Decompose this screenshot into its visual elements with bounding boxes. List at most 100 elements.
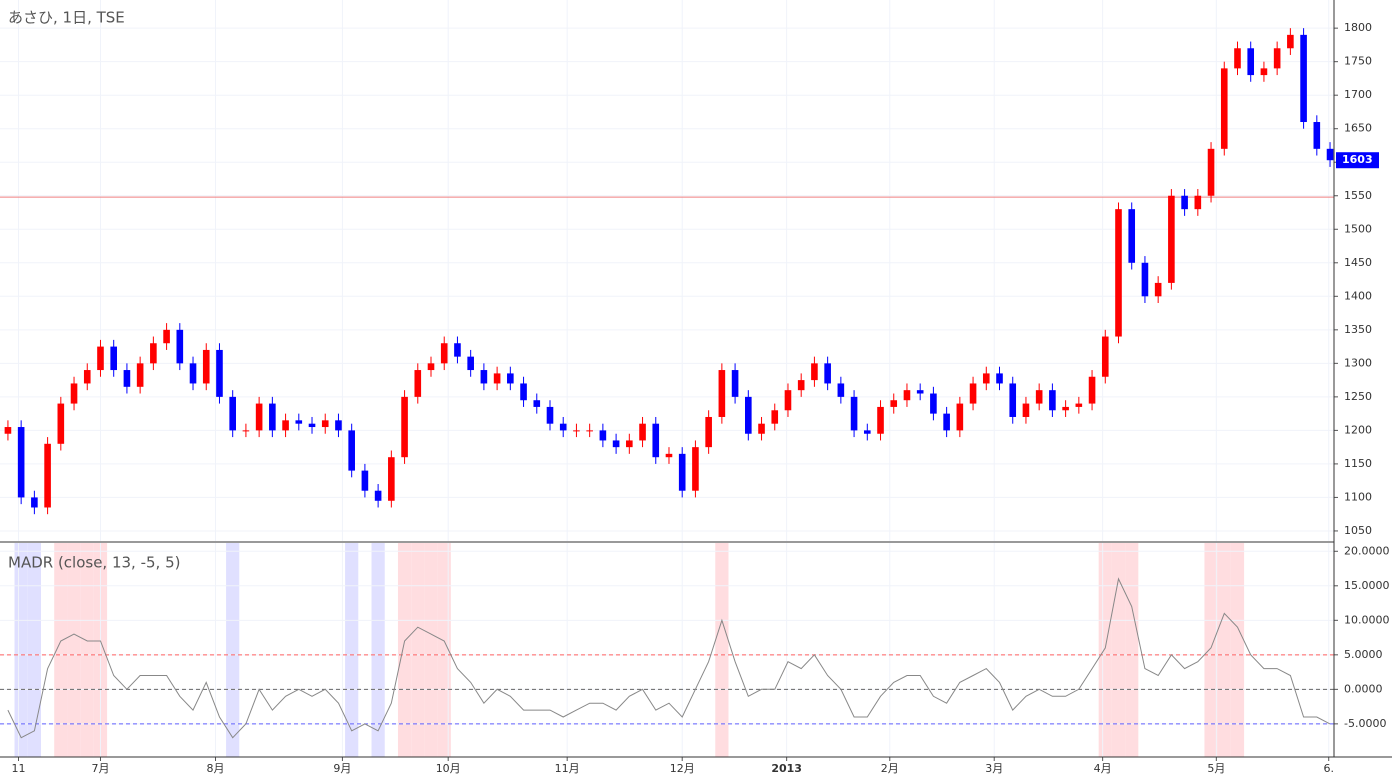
candle-body [573, 430, 580, 432]
candle-body [665, 453, 673, 458]
candle-body [639, 423, 646, 441]
candle-body [559, 423, 567, 431]
candle-body [308, 423, 316, 428]
y-tick-label: 1650 [1344, 122, 1372, 135]
candle-body [877, 406, 884, 434]
candle-body [507, 373, 514, 384]
y-tick-label: 1350 [1344, 323, 1372, 336]
candle-body [123, 370, 131, 387]
candle-body [1326, 148, 1334, 161]
y-tick-label: 1200 [1344, 423, 1372, 436]
candle-body [97, 346, 104, 371]
x-tick-label: 5月 [1207, 762, 1225, 775]
x-tick-label: 2月 [881, 762, 899, 775]
x-tick-label: 6. [1323, 762, 1334, 775]
x-tick-label: 3月 [985, 762, 1003, 775]
candle-body [520, 383, 527, 401]
signal-band [437, 543, 451, 757]
candle-body [1088, 376, 1096, 404]
candle-body [216, 349, 223, 397]
candle-body [652, 423, 660, 458]
y-tick-label: 1500 [1344, 222, 1372, 235]
candle-body [229, 396, 236, 431]
candle-body [916, 390, 924, 394]
signal-band [411, 543, 425, 757]
candle-body [533, 400, 541, 407]
candle-body [17, 427, 25, 498]
signal-band [27, 543, 41, 757]
y-tick-label: 1550 [1344, 189, 1372, 202]
candle-body [31, 497, 38, 508]
candle-body [150, 343, 157, 364]
signal-band [371, 543, 385, 757]
y-tick-label: 1450 [1344, 256, 1372, 269]
x-tick-label: 12月 [670, 762, 695, 775]
y-tick-label: 5.0000 [1344, 648, 1383, 661]
x-tick-label: 11 [12, 762, 26, 775]
candle-body [493, 373, 501, 384]
signal-band [1125, 543, 1139, 757]
signal-band [1217, 543, 1231, 757]
candle-body [930, 393, 937, 414]
candle-body [1287, 34, 1294, 49]
signal-band [424, 543, 438, 757]
candle-body [110, 346, 118, 371]
y-tick-label: 1400 [1344, 289, 1372, 302]
candle-body [943, 413, 950, 431]
candle-body [1141, 262, 1149, 297]
candle-body [1168, 195, 1175, 283]
candle-body [189, 363, 197, 384]
candle-body [1313, 122, 1321, 149]
x-tick-label: 9月 [333, 762, 351, 775]
signal-band [54, 543, 68, 757]
candle-body [70, 383, 78, 404]
candle-body [745, 396, 752, 434]
candle-body [440, 343, 448, 364]
y-tick-label: 20.0000 [1344, 544, 1390, 557]
candle-body [1101, 336, 1109, 377]
signal-band [397, 543, 412, 757]
candle-body [718, 370, 726, 417]
candle-body [784, 390, 792, 411]
candle-body [731, 370, 739, 397]
candle-body [1154, 282, 1162, 297]
madr-line [7, 577, 1331, 739]
candle-body [797, 380, 805, 391]
candle-body [758, 423, 765, 434]
signal-band [1204, 543, 1218, 757]
candle-body [1273, 48, 1281, 69]
candle-body [850, 396, 858, 431]
y-tick-label: 1250 [1344, 390, 1372, 403]
candle-body [1035, 390, 1043, 404]
y-tick-label: 1800 [1344, 21, 1372, 34]
candle-body [1115, 209, 1122, 337]
candle-body [282, 420, 289, 431]
y-tick-label: -5.0000 [1344, 717, 1386, 730]
y-tick-label: 15.0000 [1344, 579, 1390, 592]
candle-body [44, 443, 51, 508]
candle-body [269, 403, 276, 431]
candle-body [1300, 34, 1307, 123]
candle-body [401, 396, 408, 458]
candle-body [242, 430, 250, 432]
y-tick-label: 10.0000 [1344, 613, 1390, 626]
candle-body [374, 490, 382, 501]
candle-body [1062, 406, 1069, 411]
candle-body [956, 403, 964, 431]
candle-body [1075, 403, 1083, 407]
signal-band [1098, 543, 1112, 757]
candle-body [1128, 209, 1136, 263]
candle-body [612, 440, 620, 448]
last-price-box [1336, 152, 1379, 169]
candle-body [83, 370, 91, 384]
candle-body [335, 420, 342, 431]
candle-body [586, 430, 593, 432]
candle-body [1220, 68, 1228, 149]
y-tick-label: 1050 [1344, 524, 1372, 537]
candle-body [361, 470, 369, 491]
candle-body [863, 430, 871, 434]
candle-body [321, 420, 329, 428]
candle-body [176, 329, 184, 364]
y-tick-label: 0.0000 [1344, 682, 1383, 695]
